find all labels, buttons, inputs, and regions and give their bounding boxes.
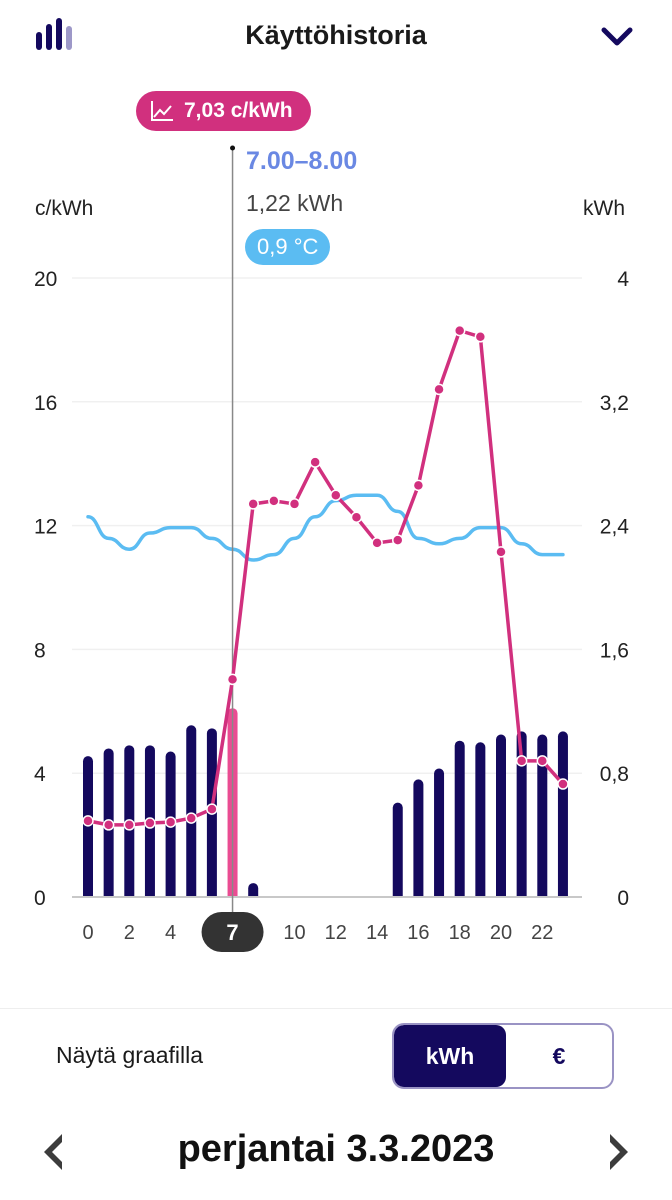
bar (557, 731, 568, 902)
bar (537, 734, 548, 902)
bar-base-mask (70, 897, 585, 903)
price-point (268, 495, 280, 507)
temperature-badge: 0,9 °C (245, 229, 331, 265)
toggle-euro[interactable]: € (552, 1042, 566, 1069)
price-line (87, 328, 565, 827)
price-point (350, 511, 363, 523)
bar (413, 779, 424, 902)
price-point (412, 479, 425, 492)
price-value: 7,03 c/kWh (184, 99, 293, 122)
bar-chart-icon (36, 18, 72, 50)
bar (434, 768, 445, 902)
right-axis-title: kWh (583, 197, 625, 220)
x-tick-label: 0 (82, 922, 93, 944)
left-tick-label: 0 (34, 887, 46, 910)
date-label: perjantai 3.3.2023 (177, 1128, 495, 1170)
tooltip-time: 7.00–8.00 (246, 147, 358, 175)
x-tick-label: 20 (490, 922, 512, 944)
unit-toggle[interactable]: kWh € (392, 1023, 614, 1089)
left-tick-label: 8 (34, 639, 46, 662)
divider (0, 1008, 672, 1009)
selected-hour-pill (201, 912, 264, 952)
x-tick-label: 2 (124, 922, 135, 944)
bar (83, 756, 93, 902)
usage-chart[interactable]: 0 4 8 12 16 20 0 0,8 1,6 2,4 3,2 4 0 2 4 7 10 12 14 16 18 20 2… (0, 130, 672, 970)
show-on-chart-label: Näytä graafilla (56, 1042, 204, 1068)
page-title: Käyttöhistoria (245, 20, 427, 50)
price-point (164, 816, 177, 828)
x-tick-label: 12 (325, 922, 347, 944)
left-tick-label: 12 (34, 516, 57, 539)
price-point (185, 812, 197, 824)
left-axis-title: c/kWh (35, 197, 94, 220)
selected-hour-label: 7 (226, 920, 238, 945)
cursor-dot (230, 145, 236, 151)
right-tick-label: 1,6 (600, 639, 629, 662)
price-point (123, 819, 136, 831)
chevron-right-icon[interactable] (604, 1132, 632, 1172)
chevron-down-icon[interactable] (600, 26, 634, 48)
bar (475, 742, 486, 902)
x-tick-label: 22 (531, 922, 553, 944)
header: Käyttöhistoria (0, 0, 672, 80)
price-point (82, 815, 94, 827)
price-point (515, 755, 528, 767)
bar (516, 731, 527, 902)
price-point (392, 534, 404, 546)
price-point (330, 489, 342, 502)
chevron-left-icon[interactable] (40, 1132, 68, 1172)
temperature-line (86, 493, 565, 562)
left-tick-label: 16 (34, 392, 57, 415)
date-navigation: perjantai 3.3.2023 (0, 1120, 672, 1180)
right-tick-label: 3,2 (600, 392, 629, 415)
price-point (226, 673, 239, 686)
x-tick-label: 16 (407, 922, 429, 944)
x-tick-label: 14 (366, 922, 388, 944)
price-point (309, 456, 321, 468)
price-point (557, 778, 569, 790)
left-tick-label: 20 (34, 268, 57, 291)
bar (392, 802, 403, 902)
bar (206, 728, 217, 902)
price-point (433, 383, 445, 396)
price-point (144, 817, 156, 829)
price-point (453, 324, 466, 337)
price-point (495, 546, 507, 558)
x-tick-label: 10 (283, 922, 305, 944)
bar (496, 734, 506, 902)
left-tick-label: 4 (34, 763, 46, 786)
right-tick-label: 0 (617, 887, 629, 910)
price-point (536, 755, 549, 767)
price-point (288, 498, 301, 510)
x-tick-label: 4 (165, 922, 176, 944)
toggle-kwh[interactable]: kWh (394, 1025, 506, 1087)
tooltip-consumption: 1,22 kWh (246, 190, 344, 216)
x-tick-label: 18 (449, 922, 471, 944)
bar (454, 740, 465, 902)
price-point (371, 537, 383, 549)
right-tick-label: 0,8 (600, 763, 629, 786)
right-tick-label: 4 (617, 268, 629, 291)
price-point (206, 803, 218, 815)
price-point (474, 331, 487, 343)
price-point (247, 498, 259, 510)
right-tick-label: 2,4 (600, 516, 630, 539)
line-chart-icon (151, 101, 173, 121)
price-point (102, 819, 115, 831)
price-badge: 7,03 c/kWh (136, 91, 311, 131)
